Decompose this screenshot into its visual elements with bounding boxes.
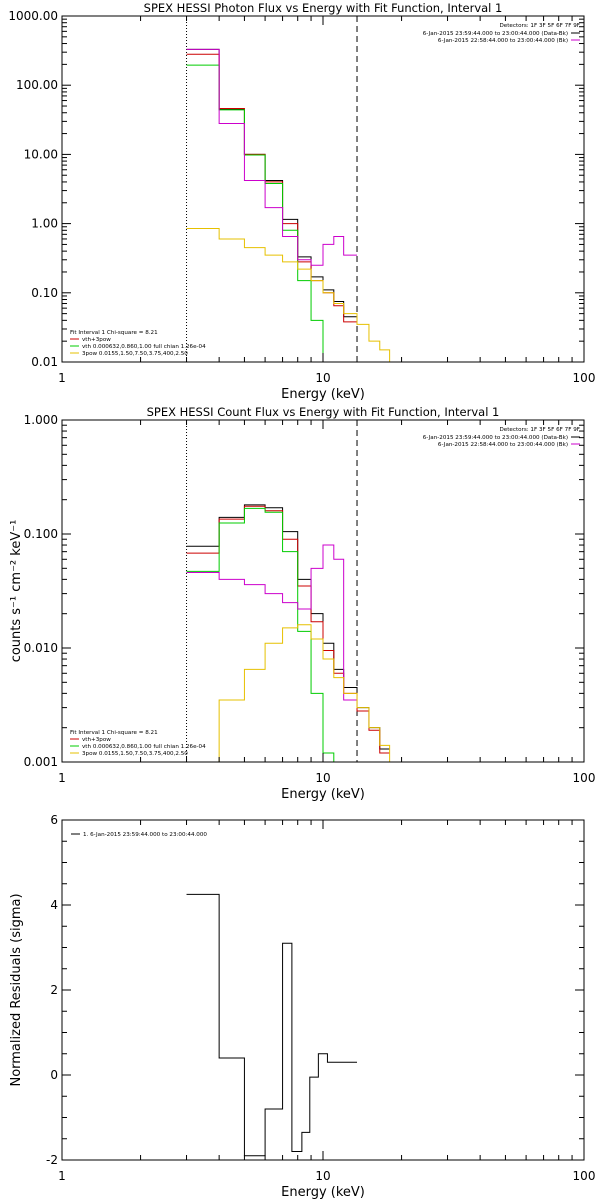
legend-entry-label: 1. 6-Jan-2015 23:59:44.000 to 23:00:44.0…	[83, 832, 207, 838]
x-tick-label: 1	[58, 371, 66, 385]
series-line-4	[186, 544, 358, 701]
series-line-5	[186, 624, 402, 762]
series-line-1	[186, 504, 390, 750]
legend-entry-label: 6-Jan-2015 22:58:44.000 to 23:00:44.000 …	[438, 38, 568, 44]
y-tick-label: 100.00	[16, 78, 58, 92]
y-tick-label: 0.010	[24, 641, 58, 655]
y-tick-label: 6	[50, 813, 58, 827]
plot-frame	[61, 15, 585, 363]
x-tick-label: 10	[315, 1169, 330, 1183]
legend-entry-label: 3pow 0.0155,1.50,7.50,3.75,400,2.50	[82, 351, 188, 357]
series-line-2	[186, 53, 358, 323]
x-tick-label: 1	[58, 1169, 66, 1183]
y-tick-label: 0.100	[24, 527, 58, 541]
y-tick-label: 10.00	[24, 147, 58, 161]
x-axis-label: Energy (keV)	[281, 1185, 365, 1200]
series-line-5	[186, 227, 402, 362]
series-group	[186, 893, 358, 1157]
y-axis-label: counts s⁻¹ cm⁻² keV⁻¹	[9, 520, 24, 663]
x-tick-label: 100	[573, 771, 596, 785]
chart-title: SPEX HESSI Count Flux vs Energy with Fit…	[147, 405, 500, 419]
legend-entry-label: 3pow 0.0155,1.50,7.50,3.75,400,2.50	[82, 751, 188, 757]
x-tick-label: 10	[315, 771, 330, 785]
y-tick-label: 1.000	[24, 413, 58, 427]
series-group	[186, 16, 402, 362]
plot-frame	[61, 819, 585, 1161]
y-tick-label: 0.10	[31, 286, 58, 300]
y-tick-label: 0.001	[24, 755, 58, 769]
legend-fit-header: Fit Interval 1 Chi-square = 8.21	[70, 330, 158, 336]
legend-fit-header: Fit Interval 1 Chi-square = 8.21	[70, 730, 158, 736]
series-line-2	[186, 505, 390, 754]
panel-1: SPEX HESSI Photon Flux vs Energy with Fi…	[8, 1, 595, 402]
x-tick-label: 100	[573, 1169, 596, 1183]
legend-entry-label: 6-Jan-2015 22:58:44.000 to 23:00:44.000 …	[438, 442, 568, 448]
y-tick-label: 2	[50, 983, 58, 997]
series-group	[186, 420, 402, 762]
panel-3: 1 10 100 -2 0 2 4 6 Energy (keV) Normalized Resid…	[9, 813, 595, 1200]
legend-entry-label: vth+3pow	[82, 737, 111, 743]
legend-entry-label: vth 0.000632,0.860,1.00 full chian 1.26e…	[82, 344, 206, 350]
series-line-1	[186, 893, 358, 1157]
y-tick-label: 4	[50, 898, 58, 912]
series-line-3	[186, 507, 344, 762]
series-line-3	[186, 64, 358, 362]
legend-entry-label: 6-Jan-2015 23:59:44.000 to 23:00:44.000 …	[423, 31, 568, 37]
x-tick-label: 100	[573, 371, 596, 385]
x-axis-label: Energy (keV)	[281, 787, 365, 802]
y-tick-label: 1.00	[31, 217, 58, 231]
y-tick-label: 0	[50, 1068, 58, 1082]
panel-2: SPEX HESSI Count Flux vs Energy with Fit…	[9, 405, 595, 802]
series-line-4	[186, 48, 358, 266]
legend-entry-label: vth+3pow	[82, 337, 111, 343]
x-axis-label: Energy (keV)	[281, 387, 365, 402]
x-tick-label: 10	[315, 371, 330, 385]
y-tick-label: -2	[46, 1153, 58, 1167]
y-tick-label: 1000.00	[8, 9, 58, 23]
legend-entry-label: 6-Jan-2015 23:59:44.000 to 23:00:44.000 …	[423, 435, 568, 441]
x-tick-label: 1	[58, 771, 66, 785]
legend-detectors: Detectors: 1F 3F 5F 6F 7F 9F	[499, 427, 580, 433]
chart-title: SPEX HESSI Photon Flux vs Energy with Fi…	[144, 1, 503, 15]
y-axis-label: Normalized Residuals (sigma)	[9, 893, 24, 1086]
legend-detectors: Detectors: 1F 3F 5F 6F 7F 9F	[499, 23, 580, 29]
legend-entry-label: vth 0.000632,0.860,1.00 full chian 1.26e…	[82, 744, 206, 750]
y-tick-label: 0.01	[31, 355, 58, 369]
